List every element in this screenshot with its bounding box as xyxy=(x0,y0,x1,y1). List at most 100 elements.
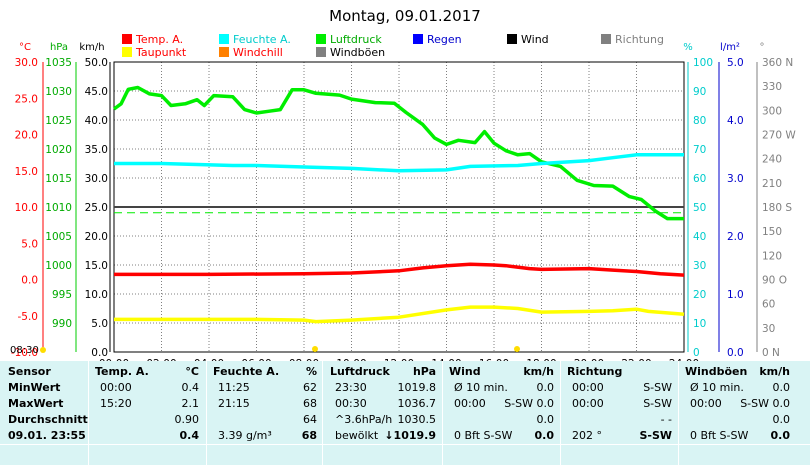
tick-label-dir: 150 xyxy=(762,226,782,238)
legend-swatch xyxy=(122,34,132,44)
tick-label-hpa: 995 xyxy=(52,289,72,301)
legend-swatch xyxy=(219,34,229,44)
table-separator xyxy=(678,361,679,465)
axis-unit-kmh: km/h xyxy=(79,42,104,53)
table-cell-value: 2.1 xyxy=(181,397,200,410)
tick-label-c: 5.0 xyxy=(21,238,38,250)
tick-label-time: 18:00 xyxy=(526,358,556,361)
tick-label-c: 25.0 xyxy=(15,93,38,105)
tick-label-kmh: 50.0 xyxy=(85,57,108,69)
legend-label: Luftdruck xyxy=(330,33,382,46)
tick-label-kmh: 0.0 xyxy=(91,347,108,359)
axis-units: °C hPa km/h % l/m² ° xyxy=(19,42,764,53)
table-cell-value: 64 xyxy=(303,413,317,426)
table-cell-value: 0.0 xyxy=(536,413,555,426)
tick-label-c: 30.0 xyxy=(15,57,38,69)
legend-label: Temp. A. xyxy=(135,33,183,46)
axis-unit-hpa: hPa xyxy=(50,42,68,53)
tick-label-time: 08:00 xyxy=(289,358,319,361)
table-cell-value: 1036.7 xyxy=(397,397,437,410)
table-header-unit: km/h xyxy=(759,365,790,378)
series-temp-a- xyxy=(114,262,685,277)
tick-label-kmh: 20.0 xyxy=(85,231,108,243)
legend-label: Taupunkt xyxy=(135,46,187,59)
tick-label-hpa: 1020 xyxy=(45,144,72,156)
table-header-unit: % xyxy=(305,365,317,378)
table-cell-time: 00:00 xyxy=(690,397,722,410)
tick-label-c: -10.0 xyxy=(11,347,38,359)
tick-label-pct: 70 xyxy=(693,144,706,156)
table-cell-value: ↓1019.9 xyxy=(384,429,436,442)
legend-swatch xyxy=(316,34,326,44)
tick-label-kmh: 45.0 xyxy=(85,86,108,98)
table-cell-value: 68 xyxy=(301,429,317,442)
table-separator xyxy=(442,361,443,465)
tick-label-hpa: 1015 xyxy=(45,173,72,185)
table-cell-value: S-SW xyxy=(639,429,672,442)
legend-label: Richtung xyxy=(615,33,664,46)
table-row-label: MaxWert xyxy=(8,397,64,410)
table-row-label: 09.01. 23:55 xyxy=(8,429,86,442)
table-cell-value: 0.0 xyxy=(536,381,555,394)
tick-label-pct: 50 xyxy=(693,202,706,214)
sun-icon xyxy=(40,347,46,353)
tick-label-kmh: 15.0 xyxy=(85,260,108,272)
axis-unit-pct: % xyxy=(683,42,693,53)
table-cell-time: 00:00 xyxy=(100,381,132,394)
tick-label-pct: 30 xyxy=(693,260,706,272)
table-header: Sensor xyxy=(8,365,51,378)
table-cell-value: 0.4 xyxy=(181,381,200,394)
tick-label-kmh: 40.0 xyxy=(85,115,108,127)
sunrise-marker xyxy=(312,346,318,352)
legend: Temp. A. Feuchte A. Luftdruck Regen Wind Rich… xyxy=(122,33,664,59)
table-header-unit: km/h xyxy=(523,365,554,378)
table-header-unit: hPa xyxy=(412,365,436,378)
table-cell-time: Ø 10 min. xyxy=(690,381,744,394)
tick-label-c: 10.0 xyxy=(15,202,38,214)
tick-label-lm2: 4.0 xyxy=(727,115,744,127)
tick-label-dir: 270 W xyxy=(762,130,796,142)
axis-unit-dir: ° xyxy=(760,42,765,53)
weather-chart: Montag, 09.01.2017 Temp. A. Feuchte A. Luf… xyxy=(10,7,796,361)
tick-label-time: 02:00 xyxy=(146,358,176,361)
tick-label-time: 10:00 xyxy=(336,358,366,361)
legend-label: Windchill xyxy=(233,46,283,59)
table-cell-time: 11:25 xyxy=(218,381,250,394)
tick-label-dir: 30 xyxy=(762,323,775,335)
table-cell-value: S-SW 0.0 xyxy=(504,397,554,410)
legend-label: Wind xyxy=(521,33,549,46)
tick-label-c: 15.0 xyxy=(15,166,38,178)
tick-label-pct: 100 xyxy=(693,57,713,69)
table-cell-value: 0.0 xyxy=(770,429,791,442)
legend-label: Windböen xyxy=(330,46,385,59)
tick-label-time: 16:00 xyxy=(479,358,509,361)
tick-label-hpa: 990 xyxy=(52,318,72,330)
tick-label-dir: 330 xyxy=(762,81,782,93)
tick-label-pct: 90 xyxy=(693,86,706,98)
stats-table: Sensor Temp. A. °C Feuchte A.% Luftdruck hPa W… xyxy=(0,361,810,465)
tick-label-pct: 10 xyxy=(693,318,706,330)
tick-label-hpa: 1035 xyxy=(45,57,72,69)
tick-label-lm2: 0.0 xyxy=(727,347,744,359)
table-cell-time: 00:00 xyxy=(572,381,604,394)
tick-label-dir: 180 S xyxy=(762,202,792,214)
legend-swatch xyxy=(601,34,611,44)
sunrise-label: 08:30 xyxy=(10,345,39,356)
table-cell-time: 21:15 xyxy=(218,397,250,410)
table-cell-time: 202 ° xyxy=(572,429,602,442)
table-header: Windböen xyxy=(685,365,748,378)
table-cell-value: 0.4 xyxy=(179,429,200,442)
tick-label-hpa: 1010 xyxy=(45,202,72,214)
tick-label-dir: 210 xyxy=(762,178,782,190)
table-cell-time: 3.39 g/m³ xyxy=(218,429,272,442)
axis-unit-lm2: l/m² xyxy=(720,42,740,53)
legend-swatch xyxy=(316,47,326,57)
tick-label-dir: 90 O xyxy=(762,275,787,287)
tick-label-lm2: 2.0 xyxy=(727,231,744,243)
tick-label-kmh: 30.0 xyxy=(85,173,108,185)
table-cell-value: 0.0 xyxy=(772,413,791,426)
legend-swatch xyxy=(413,34,423,44)
tick-label-pct: 20 xyxy=(693,289,706,301)
tick-label-c: 20.0 xyxy=(15,130,38,142)
tick-label-pct: 40 xyxy=(693,231,706,243)
